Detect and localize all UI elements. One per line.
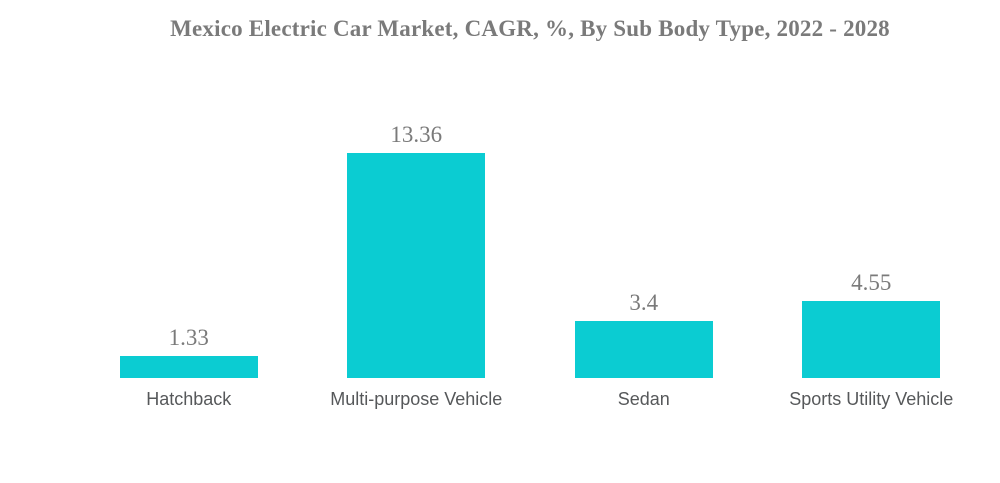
bar-stack: 4.55 xyxy=(758,118,986,378)
bar-stack: 1.33 xyxy=(75,118,303,378)
bar-stack: 3.4 xyxy=(530,118,758,378)
bar-stack: 13.36 xyxy=(303,118,531,378)
bar-group: 13.36 Multi-purpose Vehicle xyxy=(303,118,531,409)
bar xyxy=(574,320,713,378)
bar xyxy=(119,355,258,378)
category-label: Multi-purpose Vehicle xyxy=(330,389,503,409)
bar-value-label: 4.55 xyxy=(851,270,892,296)
plot-area: 1.33 Hatchback 13.36 Multi-purpose Vehicle 3… xyxy=(75,118,986,409)
bar-value-label: 1.33 xyxy=(168,324,209,350)
category-label: Sports Utility Vehicle xyxy=(789,389,954,409)
bar-value-label: 3.4 xyxy=(629,289,659,315)
chart-title: Mexico Electric Car Market, CAGR, %, By … xyxy=(170,16,890,41)
category-label: Hatchback xyxy=(146,389,232,409)
bar-value-label: 13.36 xyxy=(390,122,443,147)
category-label: Sedan xyxy=(617,389,670,409)
bar-group: 4.55 Sports Utility Vehicle xyxy=(758,118,986,409)
bar-group: 1.33 Hatchback xyxy=(75,118,303,409)
bar xyxy=(802,301,941,378)
bar-group: 3.4 Sedan xyxy=(530,118,758,409)
bar xyxy=(347,153,486,378)
